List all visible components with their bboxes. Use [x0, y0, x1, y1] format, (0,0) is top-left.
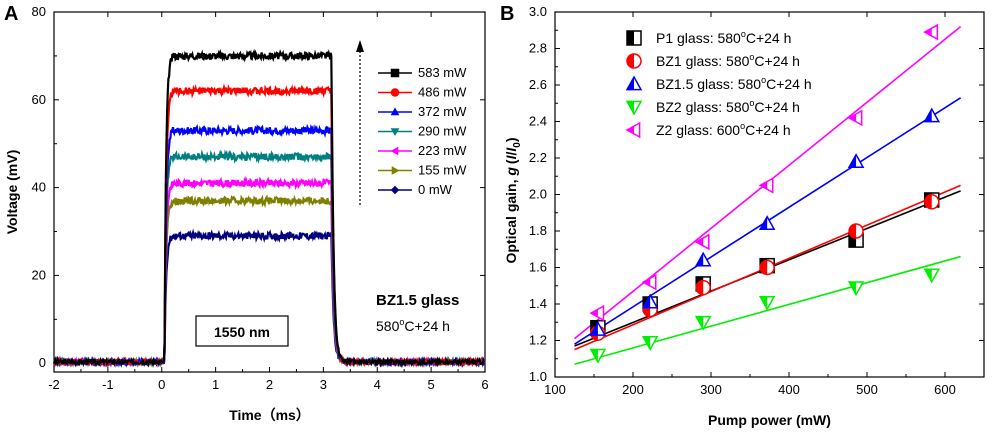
panel-b-x-tick-label: 300 [700, 382, 722, 397]
panel-a-legend-label: 290 mW [418, 124, 467, 139]
data-point-Z2 [758, 177, 774, 194]
panel-a-y-label: Voltage (mV) [4, 150, 20, 235]
panel-a-legend-label: 372 mW [418, 104, 467, 119]
panel-b-y-tick-label: 1.0 [529, 369, 547, 384]
panel-a-y-tick-label: 80 [32, 4, 46, 19]
data-point-BZ1 [923, 194, 940, 210]
panel-a-y-tick-label: 0 [39, 355, 46, 370]
data-point-Z2 [847, 109, 863, 127]
panel-b-y-tick-label: 1.2 [529, 333, 547, 348]
panel-a-x-tick-label: 2 [266, 377, 273, 392]
data-point-BZ1 [848, 223, 864, 239]
panel-b-y-tick-label: 3.0 [529, 4, 547, 19]
panel-a-x-tick-label: 0 [158, 377, 165, 392]
data-point-BZ1.5 [923, 107, 941, 123]
data-point-BZ2 [694, 315, 712, 331]
increase-arrow-head [356, 40, 364, 52]
data-point-BZ2 [758, 295, 776, 311]
fit-line-BZ2 [574, 255, 961, 365]
wavelength-label: 1550 nm [214, 324, 270, 340]
panel-a-legend-marker [390, 88, 400, 97]
panel-a-x-tick-label: 4 [374, 377, 381, 392]
panel-a-x-tick-label: -1 [102, 377, 114, 392]
panel-a-legend-label: 155 mW [418, 163, 467, 178]
panel-a-x-tick-label: -2 [48, 377, 60, 392]
treatment-label: 580oC+24 h [376, 317, 450, 334]
panel-b-y-tick-label: 2.2 [529, 150, 547, 165]
data-point-BZ1 [759, 259, 775, 276]
wavelength-box [195, 315, 289, 347]
data-point-BZ1.5 [694, 251, 712, 267]
panel-b-y-tick-label: 1.8 [529, 223, 547, 238]
panel-a-legend-marker [390, 128, 400, 137]
data-point-BZ1 [695, 279, 711, 296]
panel-a-legend-marker [391, 166, 400, 175]
panel-b-y-tick-label: 1.6 [529, 260, 547, 275]
panel-a-legend-label: 0 mW [418, 182, 453, 197]
panel-b-y-tick-label: 1.4 [529, 296, 547, 311]
data-point-Z2 [641, 273, 657, 291]
sample-label: BZ1.5 glass [376, 292, 459, 309]
panel-a-legend-marker [390, 68, 400, 78]
panel-b-legend-label: Z2 glass: 600oC+24 h [656, 121, 791, 138]
data-point-BZ2 [641, 335, 659, 351]
panel-a-legend-marker [390, 185, 400, 195]
data-point-BZ2 [847, 281, 865, 297]
panel-a-legend-label: 223 mW [418, 143, 467, 158]
data-point-BZ1.5 [758, 215, 776, 231]
panel-a-legend-label: 583 mW [418, 65, 467, 80]
panel-b-x-tick-label: 600 [934, 382, 956, 397]
panel-a-legend-label: 486 mW [418, 85, 467, 100]
panel-b-legend-label: BZ1.5 glass: 580oC+24 h [656, 75, 812, 92]
panel-b-legend-marker [625, 75, 643, 91]
data-point-BZ1.5 [589, 321, 607, 336]
panel-b-x-tick-label: 500 [856, 382, 878, 397]
panel-b-x-tick-label: 400 [778, 382, 800, 397]
panel-b-y-tick-label: 2.6 [529, 77, 547, 92]
panel-b-legend-label: BZ2 glass: 580oC+24 h [656, 98, 800, 115]
panel-b-y-tick-label: 2.4 [529, 114, 547, 129]
panel-b-x-tick-label: 200 [622, 382, 644, 397]
panel-a-x-tick-label: 5 [428, 377, 435, 392]
series-trace-583-mW [53, 48, 485, 369]
panel-a-legend-marker [390, 146, 399, 156]
panel-b-y-tick-label: 2.8 [529, 41, 547, 56]
data-point-Z2 [589, 304, 605, 322]
data-point-Z2 [694, 233, 710, 251]
data-point-BZ1.5 [847, 153, 865, 168]
panel-a-y-tick-label: 20 [32, 267, 46, 282]
panel-b-legend-marker [626, 30, 642, 46]
panel-b-letter: B [500, 3, 514, 25]
data-point-Z2 [923, 23, 939, 41]
panel-a-x-tick-label: 1 [212, 377, 219, 392]
panel-a-x-label: Time（ms） [229, 407, 310, 423]
panel-b-legend-label: P1 glass: 580oC+24 h [656, 29, 791, 46]
panel-a-y-tick-label: 40 [32, 180, 46, 195]
panel-a-letter: A [4, 3, 18, 25]
panel-b-legend-label: BZ1 glass: 580oC+24 h [656, 52, 800, 69]
panel-a-x-tick-label: 6 [481, 377, 488, 392]
panel-b-x-tick-label: 100 [544, 382, 566, 397]
panel-b-legend-marker [626, 53, 642, 69]
data-point-BZ2 [589, 348, 607, 364]
panel-b-y-label: Optical gain, g(I/I0) [503, 137, 523, 263]
panel-a-y-tick-label: 60 [32, 92, 46, 107]
data-point-BZ1.5 [641, 293, 659, 309]
panel-a-x-tick-label: 3 [320, 377, 327, 392]
panel-b-legend-marker [625, 121, 641, 139]
panel-b-x-label: Pump power (mW) [708, 412, 831, 428]
data-point-BZ2 [923, 268, 941, 284]
panel-b-y-tick-label: 2.0 [529, 187, 547, 202]
panel-b-legend-marker [625, 100, 643, 116]
panel-b: 100 200 300 400 500 600 1.0 1.2 1.4 1.6 1.8 2.0 2.2 2… [503, 4, 985, 428]
panel-a-legend-marker [390, 107, 400, 116]
